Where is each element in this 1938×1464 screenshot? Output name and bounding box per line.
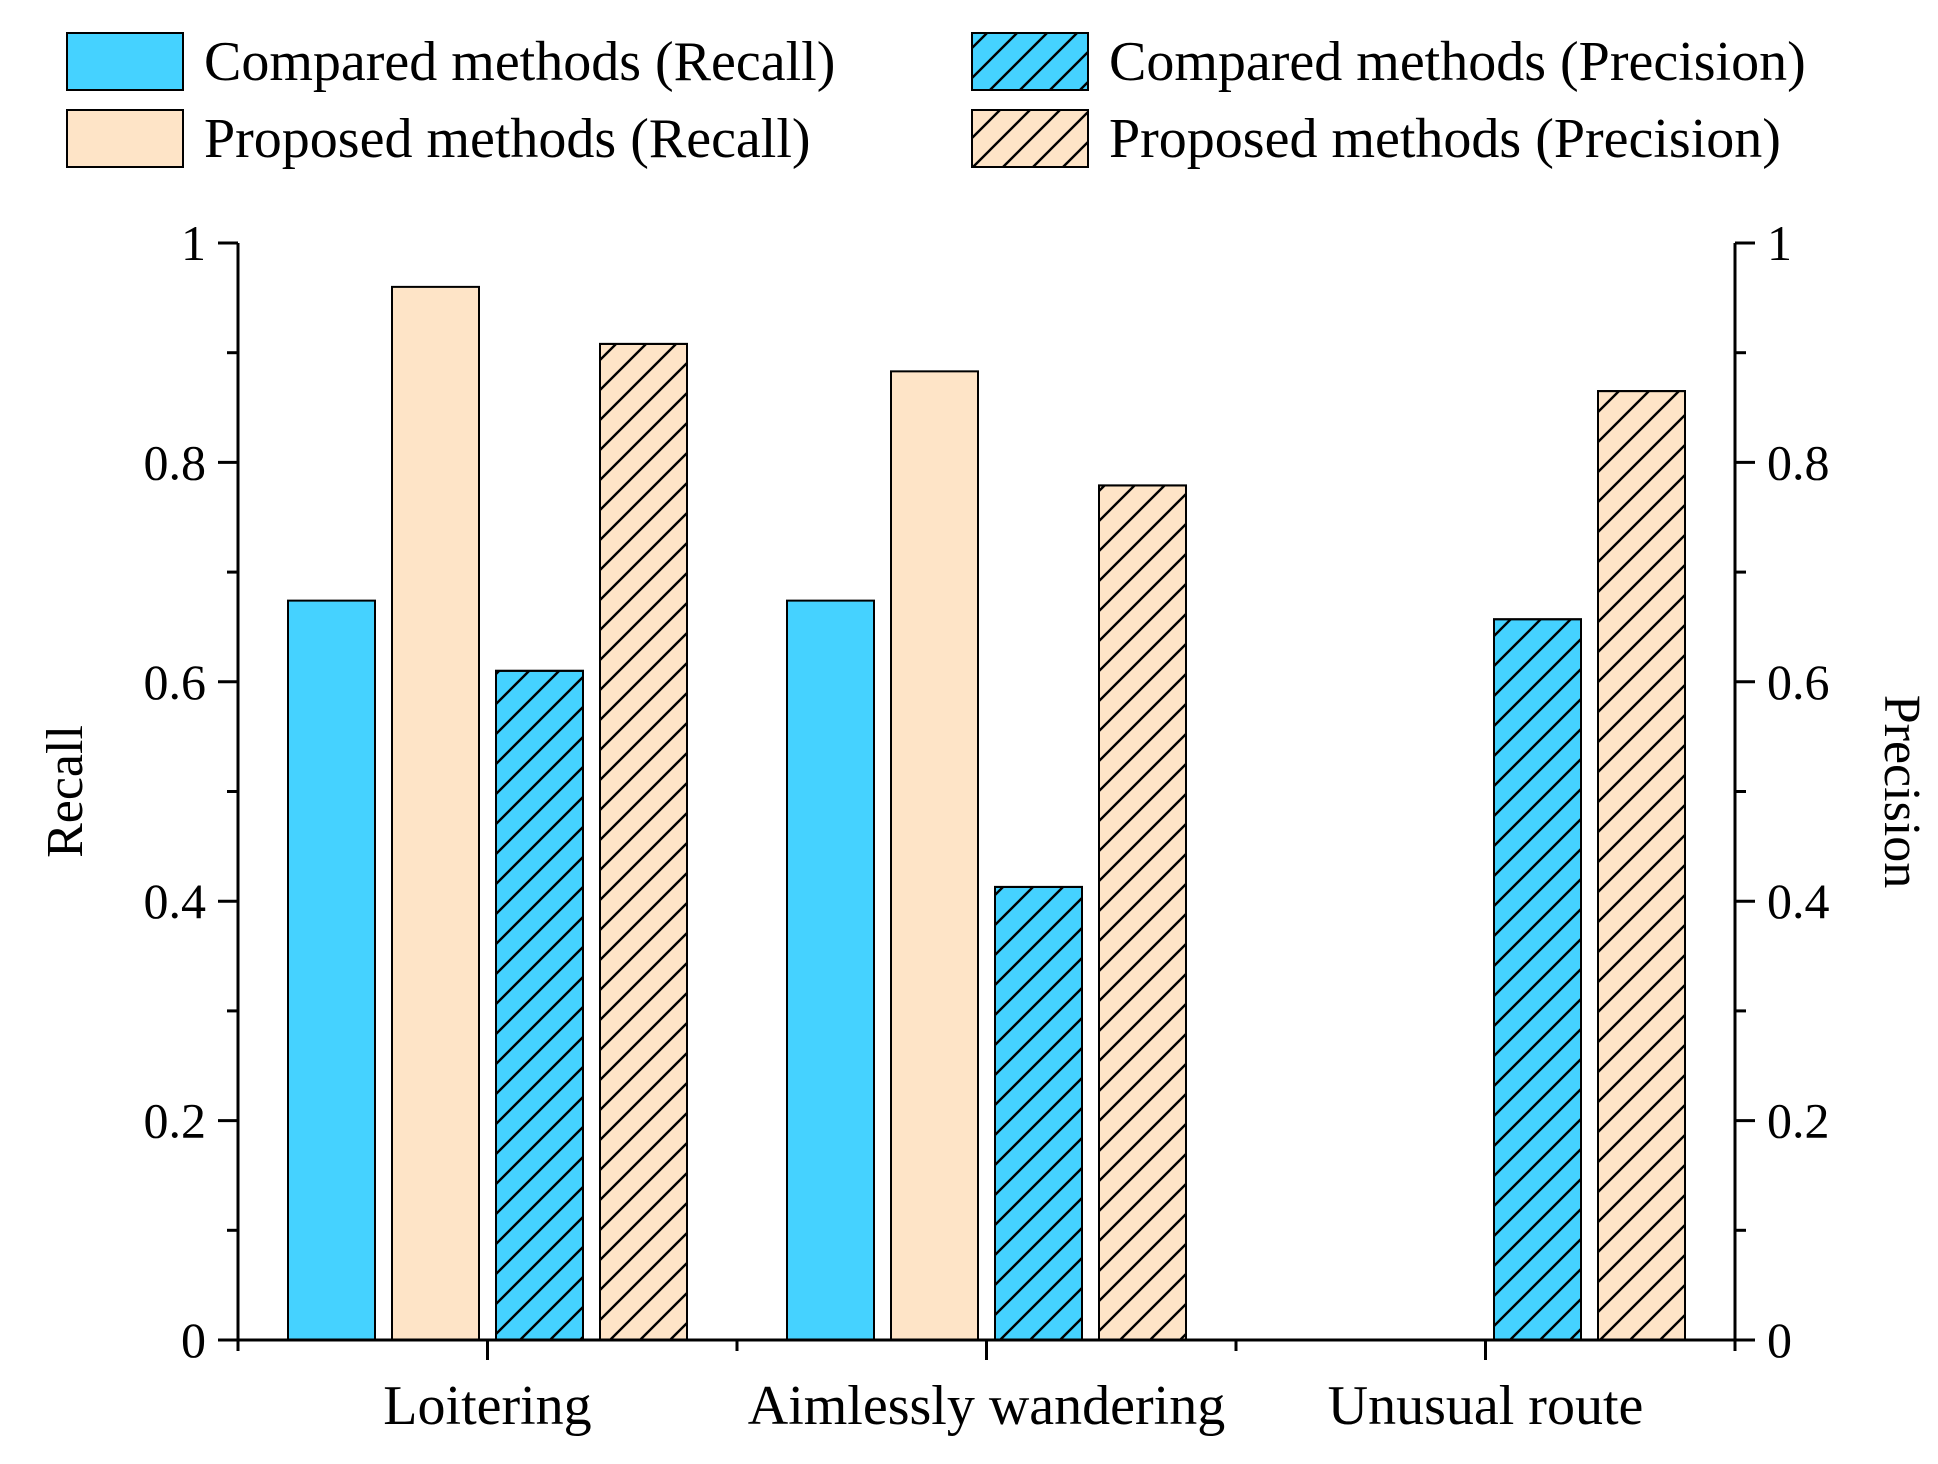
left-tick-label: 0.8 — [144, 434, 207, 490]
bar-unusual-route-series-3-hatch — [1597, 390, 1686, 1342]
left-tick-label: 1 — [181, 215, 206, 271]
bar-aimlessly-wandering-series-2-hatch — [994, 885, 1083, 1342]
right-tick-label: 0.4 — [1767, 873, 1830, 929]
bar-loitering-series-2-hatch — [495, 669, 584, 1341]
bar-aimlessly-wandering-series-1 — [890, 370, 979, 1341]
x-category-label: Unusual route — [1328, 1375, 1644, 1437]
bar-aimlessly-wandering-series-3-hatch — [1098, 484, 1187, 1341]
right-tick-label: 0.2 — [1767, 1093, 1830, 1149]
bar-loitering-series-1 — [391, 285, 480, 1341]
left-tick-label: 0.4 — [144, 873, 207, 929]
left-tick-label: 0.6 — [144, 654, 207, 710]
x-category-label: Aimlessly wandering — [748, 1375, 1225, 1437]
y2-axis-title: Precision — [1873, 695, 1930, 889]
bar-loitering-series-3-hatch — [599, 342, 688, 1341]
bar-loitering-series-0 — [287, 599, 376, 1341]
axes: 0 0.2 0.4 0.6 0.8 1 0 0.2 0.4 0.6 0.8 1 Loitering Aim… — [37, 215, 1930, 1437]
left-tick-label: 0 — [181, 1312, 206, 1368]
right-tick-label: 0 — [1767, 1312, 1792, 1368]
legend-label-0: Compared methods (Recall) — [204, 31, 835, 93]
legend-label-3: Proposed methods (Precision) — [1109, 108, 1781, 170]
bars — [287, 285, 1686, 1342]
legend-swatch-hatch-2 — [971, 32, 1089, 91]
bar-aimlessly-wandering-series-0 — [786, 599, 875, 1341]
left-tick-label: 0.2 — [144, 1093, 207, 1149]
x-category-label: Loitering — [383, 1375, 591, 1437]
legend: Compared methods (Recall) Compared method… — [66, 31, 1806, 170]
right-tick-label: 1 — [1767, 215, 1792, 271]
legend-label-1: Proposed methods (Recall) — [204, 108, 811, 170]
legend-label-2: Compared methods (Precision) — [1109, 31, 1806, 93]
right-tick-label: 0.6 — [1767, 654, 1830, 710]
legend-swatch-hatch-3 — [971, 109, 1089, 168]
y-axis-title: Recall — [37, 725, 94, 858]
bar-unusual-route-series-2-hatch — [1493, 618, 1582, 1341]
legend-swatch-1 — [66, 109, 184, 168]
legend-swatch-0 — [66, 32, 184, 91]
right-tick-label: 0.8 — [1767, 434, 1830, 490]
